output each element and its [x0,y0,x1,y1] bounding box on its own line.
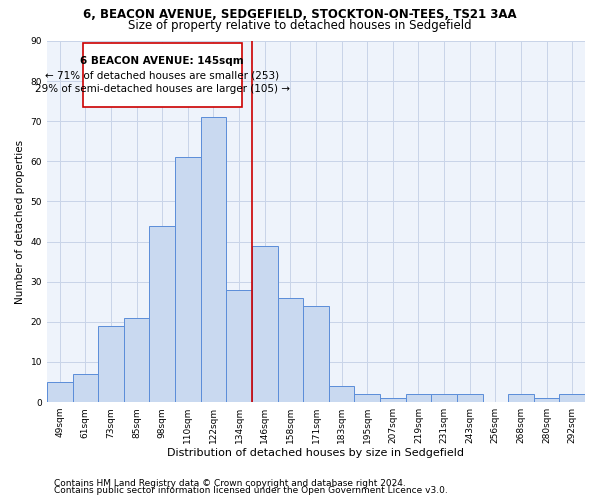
Bar [278,298,303,402]
Bar [329,386,355,402]
Bar [508,394,534,402]
Bar [149,226,175,402]
Bar [406,394,431,402]
Bar [431,394,457,402]
Bar [200,117,226,402]
Text: Size of property relative to detached houses in Sedgefield: Size of property relative to detached ho… [128,18,472,32]
Text: Contains HM Land Registry data © Crown copyright and database right 2024.: Contains HM Land Registry data © Crown c… [54,478,406,488]
Bar [457,394,482,402]
Bar [83,43,242,107]
Bar [98,326,124,402]
Text: 6, BEACON AVENUE, SEDGEFIELD, STOCKTON-ON-TEES, TS21 3AA: 6, BEACON AVENUE, SEDGEFIELD, STOCKTON-O… [83,8,517,20]
Text: ← 71% of detached houses are smaller (253): ← 71% of detached houses are smaller (25… [45,70,279,80]
Bar [303,306,329,402]
Bar [355,394,380,402]
X-axis label: Distribution of detached houses by size in Sedgefield: Distribution of detached houses by size … [167,448,464,458]
Bar [175,158,200,402]
Text: 6 BEACON AVENUE: 145sqm: 6 BEACON AVENUE: 145sqm [80,56,244,66]
Bar [124,318,149,402]
Text: Contains public sector information licensed under the Open Government Licence v3: Contains public sector information licen… [54,486,448,495]
Bar [534,398,559,402]
Bar [252,246,278,402]
Bar [73,374,98,402]
Bar [559,394,585,402]
Bar [47,382,73,402]
Bar [226,290,252,402]
Text: 29% of semi-detached houses are larger (105) →: 29% of semi-detached houses are larger (… [35,84,290,94]
Bar [380,398,406,402]
Y-axis label: Number of detached properties: Number of detached properties [15,140,25,304]
